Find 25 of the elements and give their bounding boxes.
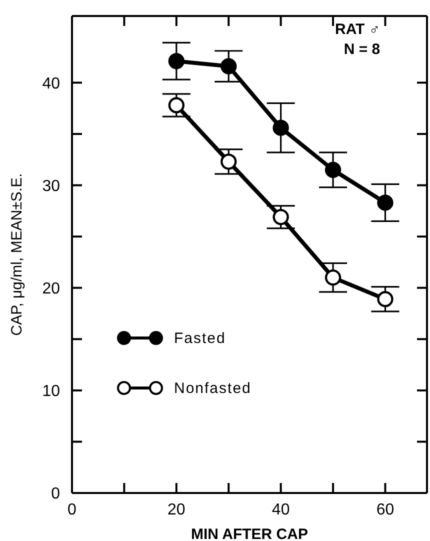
y-tick-label: 0: [51, 486, 60, 503]
y-axis-title: CAP, μg/ml, MEAN±S.E.: [8, 173, 26, 336]
point: [220, 58, 237, 74]
x-tick-label: 20: [168, 501, 186, 518]
legend-label: Fasted: [174, 330, 226, 346]
point: [377, 291, 394, 308]
legend-label: Nonfasted: [174, 380, 252, 396]
point: [220, 154, 237, 170]
x-tick-label: 60: [376, 501, 394, 518]
point: [272, 120, 289, 136]
y-tick-label: 40: [42, 75, 60, 92]
x-tick-label: 40: [272, 501, 290, 518]
point: [272, 208, 289, 226]
point: [168, 53, 185, 70]
y-tick-label: 20: [42, 280, 60, 298]
point: [324, 162, 342, 178]
y-tick-label: 30: [42, 178, 60, 195]
point: [168, 97, 185, 114]
point: [377, 194, 394, 211]
annotation: N = 8: [342, 40, 380, 60]
annotation: RAT ♂: [335, 20, 380, 40]
x-tick-label: 0: [68, 501, 77, 518]
point: [324, 269, 342, 286]
x-axis-title: MIN AFTER CAP: [191, 526, 308, 541]
y-tick-label: 10: [42, 383, 60, 400]
